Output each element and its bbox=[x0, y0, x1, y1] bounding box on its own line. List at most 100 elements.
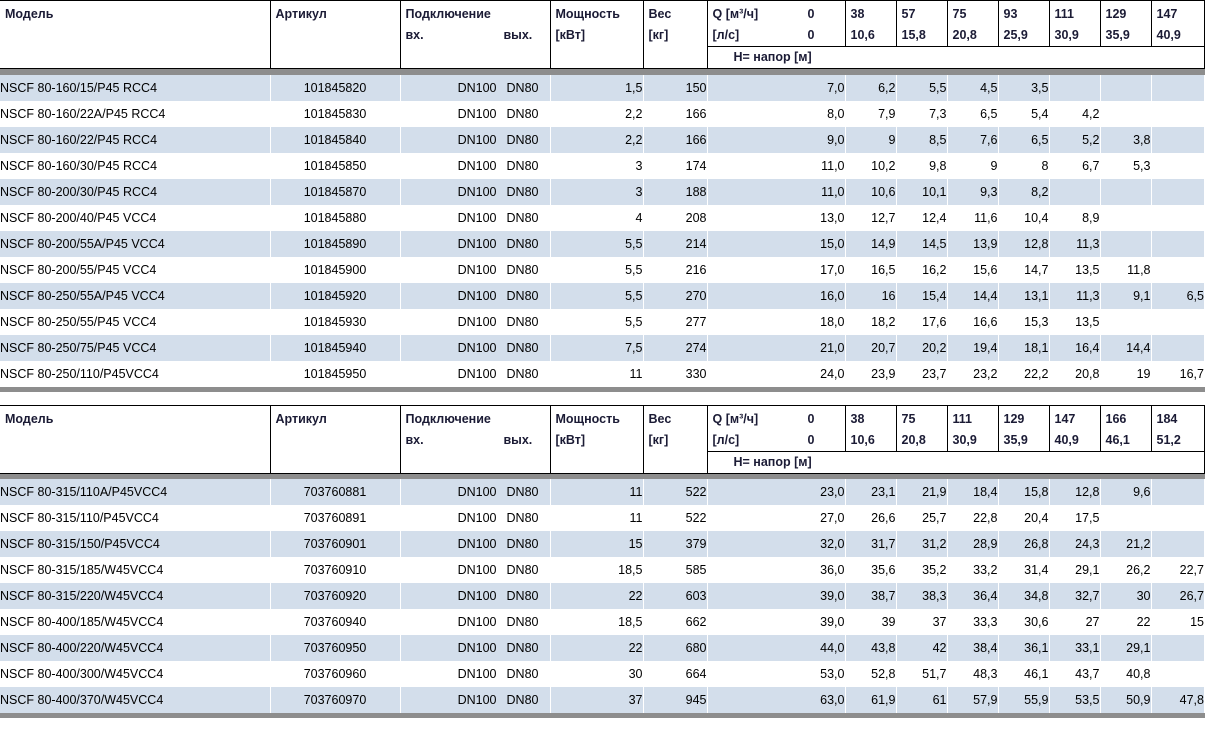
head-value-cell: 16,6 bbox=[947, 308, 999, 335]
connection-cell: DN100 DN80 bbox=[400, 609, 551, 635]
head-value-cell: 25,7 bbox=[896, 505, 948, 531]
article-cell: 101845950 bbox=[270, 360, 401, 387]
head-value-cell: 14,4 bbox=[1100, 334, 1152, 361]
head-value-cell: 5,3 bbox=[1100, 152, 1152, 179]
article-cell: 101845850 bbox=[270, 152, 401, 179]
weight-cell: 214 bbox=[643, 230, 708, 257]
power-cell: 5,5 bbox=[550, 230, 644, 257]
head-value-cell: 61,9 bbox=[845, 687, 897, 713]
article-cell: 703760970 bbox=[270, 687, 401, 713]
power-cell: 11 bbox=[550, 360, 644, 387]
head-value-cell: 31,2 bbox=[896, 531, 948, 557]
table-row: NSCF 80-200/40/P45 VCC4 101845880 DN100 DN8… bbox=[0, 204, 1205, 231]
head-value-cell: 29,1 bbox=[1049, 557, 1101, 583]
weight-cell: 216 bbox=[643, 256, 708, 283]
model-cell: NSCF 80-400/300/W45VCC4 bbox=[0, 661, 271, 687]
head-value-cell: 43,8 bbox=[845, 635, 897, 661]
power-cell: 37 bbox=[550, 687, 644, 713]
head-value-cell: 32,7 bbox=[1049, 583, 1101, 609]
head-value-cell bbox=[1151, 661, 1205, 687]
model-column-header: Модель bbox=[0, 405, 271, 473]
head-value-cell: 53,0 bbox=[707, 661, 846, 687]
article-cell: 703760910 bbox=[270, 557, 401, 583]
head-value-cell: 7,3 bbox=[896, 100, 948, 127]
power-cell: 2,2 bbox=[550, 100, 644, 127]
head-value-cell: 26,8 bbox=[998, 531, 1050, 557]
head-value-cell bbox=[1100, 505, 1152, 531]
head-value-cell: 17,6 bbox=[896, 308, 948, 335]
power-label: Мощность bbox=[555, 411, 620, 426]
head-value-cell: 50,9 bbox=[1100, 687, 1152, 713]
head-value-cell: 23,1 bbox=[845, 479, 897, 505]
power-unit-label: [кВт] bbox=[555, 432, 586, 447]
head-value-cell: 9 bbox=[947, 152, 999, 179]
head-value-cell: 18,2 bbox=[845, 308, 897, 335]
head-value-cell: 26,6 bbox=[845, 505, 897, 531]
head-value-cell bbox=[1151, 178, 1205, 205]
connection-cell: DN100 DN80 bbox=[400, 505, 551, 531]
q-flow-header: 111 30,9 bbox=[947, 405, 999, 451]
weight-cell: 585 bbox=[643, 557, 708, 583]
head-value-cell: 12,8 bbox=[1049, 479, 1101, 505]
table-row: NSCF 80-200/55/P45 VCC4 101845900 DN100 DN8… bbox=[0, 256, 1205, 283]
separator-bar bbox=[0, 386, 1205, 392]
flow-unit-ls-label: [л/с] bbox=[712, 432, 740, 447]
connection-label: Подключение bbox=[405, 7, 491, 21]
head-value-cell bbox=[1049, 178, 1101, 205]
flow-zero-ls: 0 bbox=[807, 28, 815, 42]
q-flow-header: 57 15,8 bbox=[896, 0, 948, 47]
head-value-cell: 9,3 bbox=[947, 178, 999, 205]
table-row: NSCF 80-200/55A/P45 VCC4 101845890 DN100 DN… bbox=[0, 230, 1205, 257]
head-value-cell bbox=[1100, 204, 1152, 231]
head-value-cell: 8,0 bbox=[707, 100, 846, 127]
head-value-cell: 23,9 bbox=[845, 360, 897, 387]
head-value-cell: 16 bbox=[845, 282, 897, 309]
head-value-cell: 19 bbox=[1100, 360, 1152, 387]
head-value-cell: 15,8 bbox=[998, 479, 1050, 505]
connection-cell: DN100 DN80 bbox=[400, 152, 551, 179]
connection-cell: DN100 DN80 bbox=[400, 100, 551, 127]
head-value-cell: 14,7 bbox=[998, 256, 1050, 283]
article-cell: 101845900 bbox=[270, 256, 401, 283]
head-value-cell: 23,0 bbox=[707, 479, 846, 505]
connection-cell: DN100 DN80 bbox=[400, 661, 551, 687]
power-cell: 5,5 bbox=[550, 308, 644, 335]
head-value-cell: 19,4 bbox=[947, 334, 999, 361]
head-value-cell: 12,4 bbox=[896, 204, 948, 231]
article-cell: 703760960 bbox=[270, 661, 401, 687]
model-column-header: Модель bbox=[0, 0, 271, 69]
q-flow-header: 75 20,8 bbox=[896, 405, 948, 451]
head-value-cell bbox=[1151, 256, 1205, 283]
connection-cell: DN100 DN80 bbox=[400, 204, 551, 231]
flow-zero-header: Q [м³/ч] 0 [л/с] 0 bbox=[707, 405, 846, 451]
head-value-cell: 46,1 bbox=[998, 661, 1050, 687]
head-value-cell: 31,7 bbox=[845, 531, 897, 557]
article-cell: 101845930 bbox=[270, 308, 401, 335]
article-cell: 101845830 bbox=[270, 100, 401, 127]
article-cell: 703760950 bbox=[270, 635, 401, 661]
article-cell: 101845940 bbox=[270, 334, 401, 361]
head-value-cell: 15,0 bbox=[707, 230, 846, 257]
weight-cell: 522 bbox=[643, 479, 708, 505]
head-value-cell: 53,5 bbox=[1049, 687, 1101, 713]
q-flow-header: 38 10,6 bbox=[845, 405, 897, 451]
head-row-label: Н= напор [м] bbox=[707, 450, 1205, 473]
q-flow-header: 111 30,9 bbox=[1049, 0, 1101, 47]
head-value-cell bbox=[1100, 74, 1152, 101]
head-value-cell: 26,2 bbox=[1100, 557, 1152, 583]
connection-cell: DN100 DN80 bbox=[400, 282, 551, 309]
head-value-cell bbox=[1151, 152, 1205, 179]
weight-cell: 188 bbox=[643, 178, 708, 205]
power-cell: 18,5 bbox=[550, 557, 644, 583]
weight-cell: 664 bbox=[643, 661, 708, 687]
power-cell: 11 bbox=[550, 479, 644, 505]
head-value-cell: 14,5 bbox=[896, 230, 948, 257]
head-value-cell: 18,0 bbox=[707, 308, 846, 335]
head-value-cell: 4,2 bbox=[1049, 100, 1101, 127]
weight-unit-label: [кг] bbox=[648, 432, 669, 447]
head-value-cell: 27 bbox=[1049, 609, 1101, 635]
head-value-cell: 52,8 bbox=[845, 661, 897, 687]
head-value-cell bbox=[1151, 531, 1205, 557]
head-value-cell bbox=[1151, 479, 1205, 505]
weight-cell: 522 bbox=[643, 505, 708, 531]
